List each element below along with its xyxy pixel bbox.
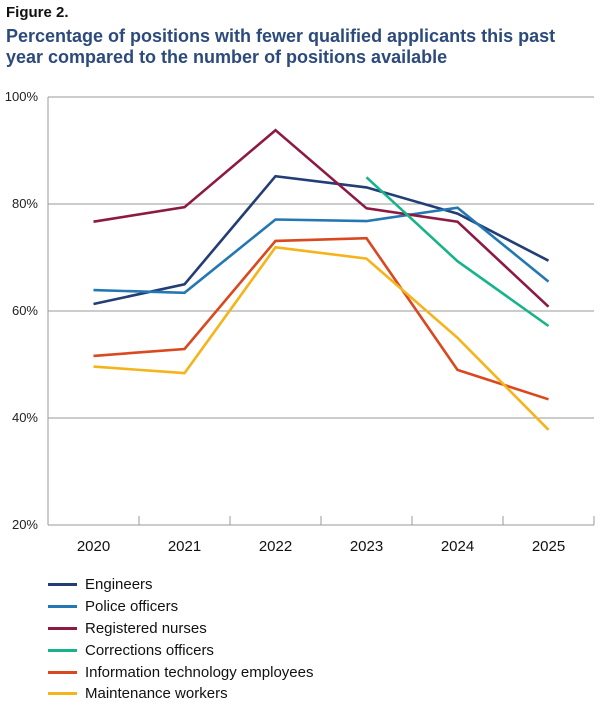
- line-chart: 20% 40% 60% 80% 100% 2020 2021 2022 2023 2024 2025: [5, 89, 595, 555]
- legend-item-engineers: Engineers: [48, 574, 313, 596]
- legend-swatch: [48, 692, 77, 696]
- legend-label: Engineers: [85, 576, 153, 594]
- x-tick-label: 2023: [350, 538, 383, 555]
- tick-labels: 20% 40% 60% 80% 100% 2020 2021 2022 2023 2024 2025: [5, 89, 565, 555]
- series-lines: [93, 128, 550, 431]
- legend-swatch: [48, 648, 77, 652]
- series-line-registered-nurses: [93, 128, 550, 308]
- y-tick-label: 20%: [12, 517, 38, 532]
- series-line-corrections-officers: [365, 176, 550, 328]
- legend-swatch: [48, 626, 77, 630]
- legend-label: Corrections officers: [85, 641, 214, 659]
- series-line-information-technology-employees: [93, 236, 549, 401]
- legend-item-maintenance-workers: Maintenance workers: [48, 683, 313, 705]
- y-tick-label: 80%: [12, 196, 38, 211]
- axes: [47, 97, 595, 525]
- figure-label: Figure 2.: [6, 4, 69, 21]
- legend-swatch: [48, 583, 77, 587]
- legend-label: Police officers: [85, 598, 179, 616]
- chart-title: Percentage of positions with fewer quali…: [6, 26, 556, 67]
- x-tick-label: 2020: [77, 538, 110, 555]
- legend-item-police-officers: Police officers: [48, 596, 313, 618]
- x-tick-label: 2021: [168, 538, 201, 555]
- legend-swatch: [48, 670, 77, 674]
- y-tick-label: 60%: [12, 303, 38, 318]
- series-line-maintenance-workers: [93, 245, 550, 431]
- legend-label: Information technology employees: [85, 663, 314, 681]
- y-tick-label: 100%: [5, 89, 39, 104]
- legend-label: Maintenance workers: [85, 685, 228, 703]
- legend-swatch: [48, 605, 77, 609]
- legend-item-information-technology-employees: Information technology employees: [48, 661, 313, 683]
- x-tick-label: 2025: [532, 538, 565, 555]
- legend-item-registered-nurses: Registered nurses: [48, 618, 313, 640]
- x-tick-label: 2022: [259, 538, 292, 555]
- y-tick-label: 40%: [12, 410, 38, 425]
- legend-item-corrections-officers: Corrections officers: [48, 639, 313, 661]
- x-tick-label: 2024: [441, 538, 474, 555]
- legend-label: Registered nurses: [85, 619, 207, 637]
- legend: Engineers Police officers Registered nurse…: [48, 574, 313, 705]
- gridlines: [48, 96, 594, 526]
- series-line-police-officers: [93, 206, 550, 295]
